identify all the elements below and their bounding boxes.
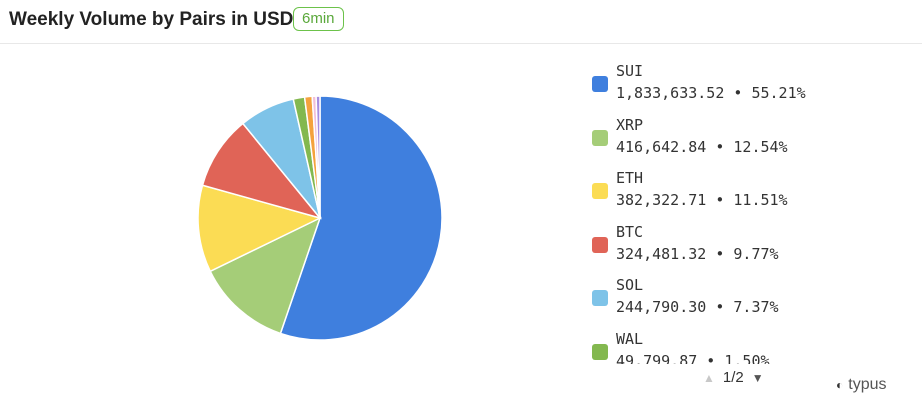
typus-logo-icon: ◐ [836, 378, 844, 392]
legend-item-wal[interactable]: WAL 49,799.87 • 1.50% [590, 326, 890, 365]
legend-item-sol[interactable]: SOL 244,790.30 • 7.37% [590, 272, 890, 326]
chart-header: Weekly Volume by Pairs in USD 6min [0, 0, 922, 44]
legend-value: 49,799.87 • 1.50% [616, 351, 770, 365]
legend-swatch [592, 236, 608, 253]
legend-value: 324,481.32 • 9.77% [616, 244, 779, 263]
legend-item-xrp[interactable]: XRP 416,642.84 • 12.54% [590, 112, 890, 166]
pager-text: 1/2 [722, 369, 744, 386]
legend: SUI 1,833,633.52 • 55.21% XRP 416,642.84 • … [590, 58, 890, 364]
pie-slice-other-8[interactable] [315, 95, 321, 219]
legend-label: BTC [616, 222, 644, 241]
legend-swatch [592, 343, 608, 360]
legend-pager: ▲ 1/2 ▼ [703, 369, 764, 386]
legend-swatch [592, 76, 608, 92]
legend-label: SUI [616, 62, 644, 80]
legend-label: SOL [616, 276, 644, 294]
legend-value: 1,833,633.52 • 55.21% [616, 84, 806, 102]
chart-title: Weekly Volume by Pairs in USD [9, 9, 294, 30]
brand-name: typus [848, 376, 887, 393]
legend-label: ETH [616, 169, 644, 187]
pie-chart [197, 95, 443, 341]
pager-up-icon[interactable]: ▲ [703, 370, 715, 385]
legend-item-btc[interactable]: BTC 324,481.32 • 9.77% [590, 219, 890, 273]
legend-value: 382,322.71 • 11.51% [616, 191, 788, 209]
pie-slice-eth[interactable] [197, 184, 323, 273]
legend-item-sui[interactable]: SUI 1,833,633.52 • 55.21% [590, 58, 890, 112]
legend-swatch [592, 183, 608, 199]
legend-swatch [592, 290, 608, 306]
pie-slice-btc[interactable] [201, 122, 323, 220]
legend-label: XRP [616, 115, 644, 134]
refresh-badge[interactable]: 6min [293, 7, 344, 31]
pie-slice-xrp[interactable] [209, 216, 322, 335]
legend-label: WAL [616, 329, 644, 348]
legend-value: 244,790.30 • 7.37% [616, 298, 779, 316]
legend-value: 416,642.84 • 12.54% [616, 137, 788, 156]
legend-item-eth[interactable]: ETH 382,322.71 • 11.51% [590, 165, 890, 219]
pie-slice-sui[interactable] [279, 95, 443, 341]
pager-down-icon[interactable]: ▼ [751, 370, 764, 385]
legend-swatch [592, 129, 608, 146]
brand[interactable]: ◐ typus [836, 376, 887, 394]
